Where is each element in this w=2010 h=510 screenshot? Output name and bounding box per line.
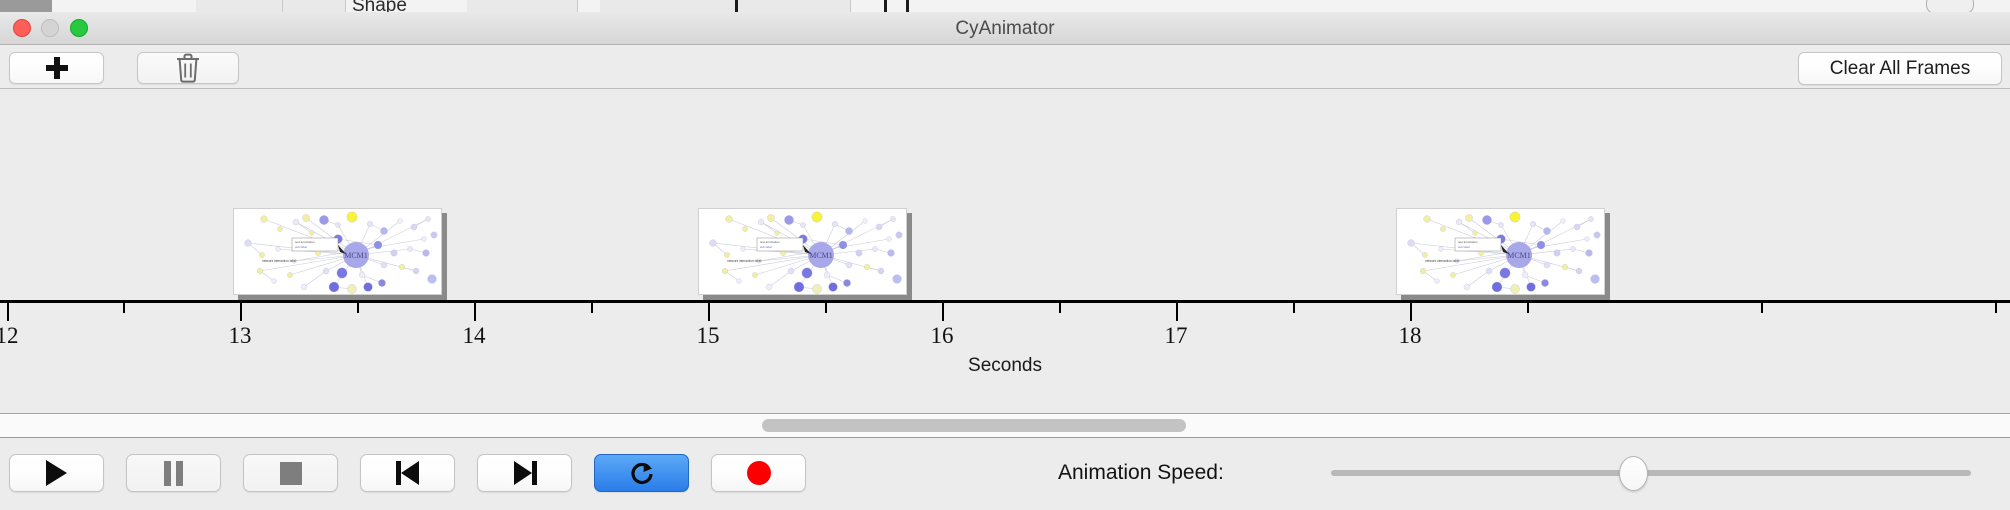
axis-tick-major: [1176, 303, 1178, 321]
player-controls-bar: Animation Speed:: [0, 439, 2010, 510]
close-button[interactable]: [13, 19, 31, 37]
minimize-button[interactable]: [41, 19, 59, 37]
background-strip-cell: [283, 0, 346, 12]
scrollbar-thumb[interactable]: [762, 419, 1186, 432]
axis-tick-label: 15: [696, 323, 720, 348]
animation-speed-slider[interactable]: [1331, 456, 1971, 491]
record-button[interactable]: [711, 454, 806, 492]
axis-tick-label: 16: [930, 323, 954, 348]
background-strip-pill: [1926, 0, 1974, 12]
axis-tick-minor: [1527, 303, 1529, 313]
axis-tick-minor: [1995, 303, 1997, 313]
background-strip-tick: [906, 0, 909, 12]
play-icon: [46, 460, 67, 486]
background-strip-tick: [884, 0, 887, 12]
animation-speed-label: Animation Speed:: [1058, 461, 1224, 484]
timeline-frame-thumbnail[interactable]: MCM1 text annotation sub label network inte…: [233, 208, 447, 300]
axis-tick-label: 17: [1164, 323, 1188, 348]
play-button[interactable]: [9, 454, 104, 492]
axis-tick-minor: [1293, 303, 1295, 313]
svg-text:sub label: sub label: [295, 245, 307, 249]
frame-network-preview[interactable]: MCM1 text annotation sub label network inte…: [233, 208, 442, 295]
title-bar: CyAnimator: [0, 12, 2010, 45]
axis-tick-minor: [825, 303, 827, 313]
delete-frame-button[interactable]: [137, 52, 239, 84]
frames-container: MCM1 text annotation sub label network inte…: [0, 89, 2010, 413]
plus-icon: [45, 57, 68, 79]
svg-text:text annotation: text annotation: [760, 240, 780, 244]
clear-all-frames-button[interactable]: Clear All Frames: [1798, 52, 2002, 85]
background-shape-label: Shape: [352, 0, 407, 13]
timeline-panel[interactable]: MCM1 text annotation sub label network inte…: [0, 89, 2010, 414]
loop-icon: [630, 462, 653, 485]
skip-start-button[interactable]: [360, 454, 455, 492]
axis-tick-major: [942, 303, 944, 321]
background-strip-tick: [735, 0, 738, 12]
clear-all-frames-label: Clear All Frames: [1829, 57, 1971, 79]
svg-text:MCM1: MCM1: [809, 251, 833, 260]
timeline-frame-thumbnail[interactable]: MCM1 text annotation sub label network inte…: [1396, 208, 1610, 300]
stop-button[interactable]: [243, 454, 338, 492]
svg-text:text annotation: text annotation: [295, 240, 315, 244]
frame-network-preview[interactable]: MCM1 text annotation sub label network inte…: [1396, 208, 1605, 295]
axis-tick-minor: [123, 303, 125, 313]
axis-tick-major: [474, 303, 476, 321]
axis-tick-major: [7, 303, 9, 321]
axis-tick-minor: [357, 303, 359, 313]
axis-tick-major: [708, 303, 710, 321]
window-title: CyAnimator: [955, 18, 1055, 39]
svg-text:network interaction label: network interaction label: [1425, 259, 1460, 263]
axis-tick-minor: [1761, 303, 1763, 313]
background-strip-cell: [600, 0, 851, 12]
record-icon: [746, 461, 771, 485]
toolbar: Clear All Frames: [0, 45, 2010, 89]
skip-start-icon: [395, 461, 420, 485]
axis-tick-label: 12: [0, 323, 19, 348]
pause-icon: [163, 460, 184, 486]
axis-tick-label: 13: [228, 323, 252, 348]
axis-tick-label: 14: [462, 323, 486, 348]
slider-thumb[interactable]: [1619, 456, 1648, 491]
svg-text:sub label: sub label: [760, 245, 772, 249]
timeline-horizontal-scrollbar[interactable]: [0, 414, 2010, 438]
timeline-frame-thumbnail[interactable]: MCM1 text annotation sub label network inte…: [698, 208, 912, 300]
svg-text:network interaction label: network interaction label: [262, 259, 297, 263]
loop-button[interactable]: [594, 454, 689, 492]
axis-tick-major: [1410, 303, 1412, 321]
axis-tick-minor: [1059, 303, 1061, 313]
frame-network-preview[interactable]: MCM1 text annotation sub label network inte…: [698, 208, 907, 295]
background-strip-block: [0, 0, 52, 12]
trash-icon: [177, 53, 199, 83]
axis-tick-major: [240, 303, 242, 321]
svg-text:network interaction label: network interaction label: [727, 259, 762, 263]
skip-end-icon: [513, 461, 537, 485]
slider-track[interactable]: [1331, 470, 1971, 476]
timeline-axis: [0, 300, 2010, 303]
svg-text:MCM1: MCM1: [1507, 251, 1531, 260]
add-frame-button[interactable]: [9, 52, 104, 84]
axis-title: Seconds: [968, 355, 1042, 376]
background-window-strip: Shape: [0, 0, 2010, 13]
background-strip-cell: [196, 0, 283, 12]
axis-tick-minor: [591, 303, 593, 313]
pause-button[interactable]: [126, 454, 221, 492]
svg-text:text annotation: text annotation: [1458, 240, 1478, 244]
background-strip-cell: [467, 0, 578, 12]
stop-icon: [279, 461, 302, 485]
maximize-button[interactable]: [70, 19, 88, 37]
skip-end-button[interactable]: [477, 454, 572, 492]
svg-text:MCM1: MCM1: [344, 251, 368, 260]
svg-text:sub label: sub label: [1458, 245, 1470, 249]
axis-tick-label: 18: [1398, 323, 1422, 348]
